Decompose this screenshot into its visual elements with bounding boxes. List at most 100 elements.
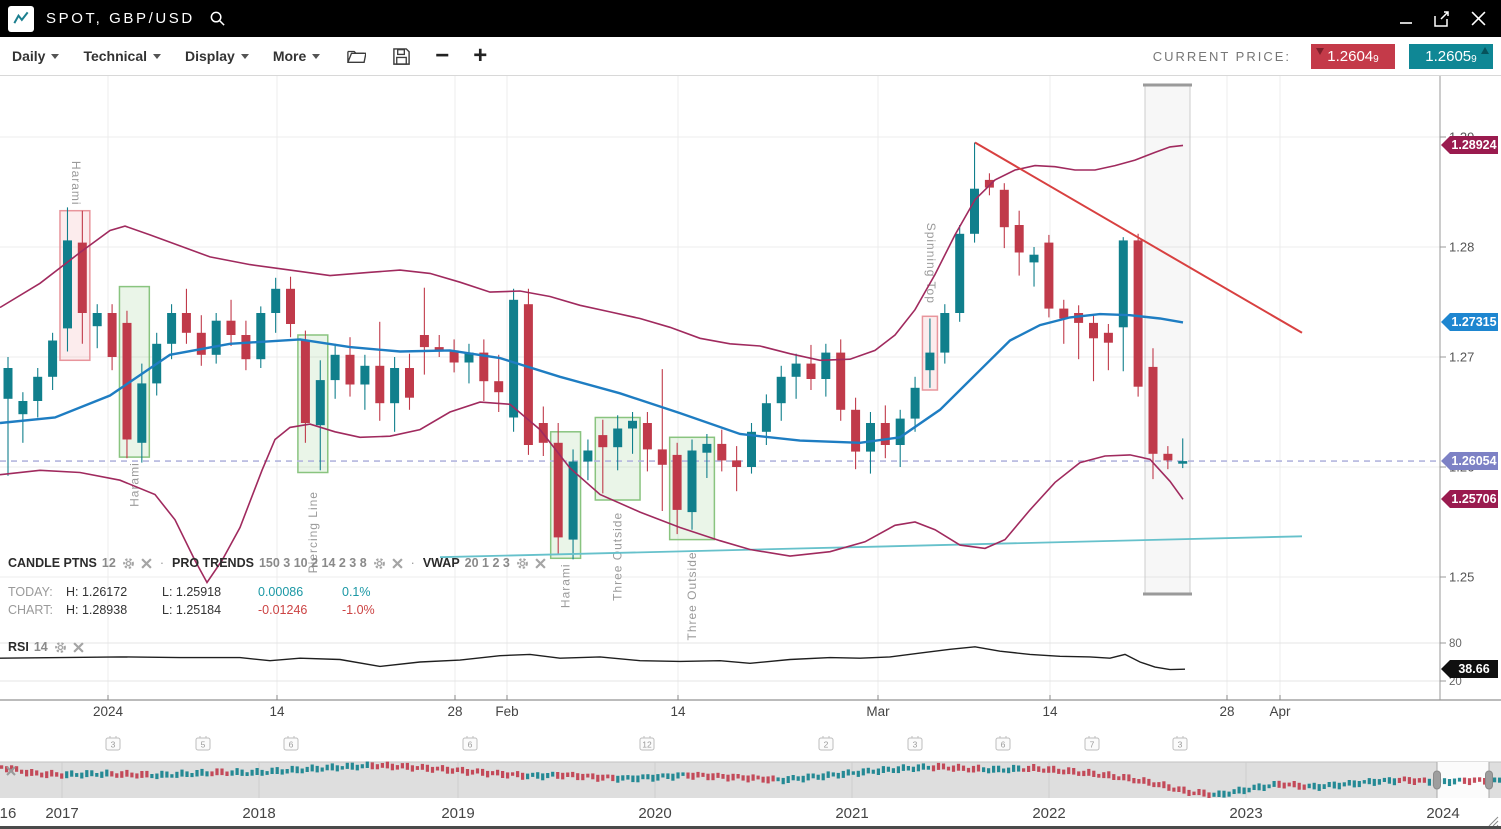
candle [568, 461, 578, 540]
calendar-event-marker[interactable]: 3 [105, 736, 121, 751]
candle [598, 435, 608, 448]
close-icon[interactable] [535, 557, 546, 569]
candle [910, 387, 920, 419]
candle [1089, 322, 1098, 339]
calendar-event-marker[interactable]: 6 [995, 736, 1011, 751]
gear-icon[interactable] [516, 557, 529, 570]
price-badge: 1.25706 [1441, 490, 1498, 508]
ask-price-pip: 9 [1471, 53, 1477, 65]
chevron-down-icon [51, 53, 60, 59]
vwap-line [439, 535, 1303, 559]
bid-price-value: 1.2604 [1327, 47, 1374, 65]
close-button[interactable] [1467, 8, 1489, 30]
open-folder-icon[interactable] [346, 47, 367, 65]
candle [1103, 332, 1113, 343]
more-menu[interactable]: More [273, 48, 321, 64]
candle [1118, 240, 1128, 328]
timeframe-menu-label: Daily [12, 48, 46, 64]
chart-label: CHART: [8, 603, 53, 617]
rsi-legend: RSI 14 [8, 640, 84, 654]
navigator-handle[interactable] [1433, 762, 1441, 798]
bid-price-pip: 9 [1373, 53, 1379, 65]
close-icon[interactable] [73, 641, 84, 653]
navigator-close-icon[interactable] [6, 766, 16, 776]
pattern-label: Harami [69, 161, 83, 206]
search-icon[interactable] [209, 10, 226, 27]
chart-stats-row: CHART: H: 1.28938 L: 1.25184 -0.01246 -1… [8, 603, 392, 617]
candle [657, 449, 667, 465]
calendar-event-marker[interactable]: 3 [1172, 736, 1188, 751]
today-low: L: 1.25918 [162, 585, 222, 599]
save-icon[interactable] [392, 47, 411, 66]
navigator-year-label: 2018 [242, 805, 275, 822]
calendar-event-marker[interactable]: 12 [639, 736, 655, 751]
svg-text:6: 6 [468, 740, 473, 750]
candle [77, 242, 87, 313]
svg-text:3: 3 [1178, 740, 1183, 750]
candle [18, 401, 28, 415]
close-icon[interactable] [391, 557, 403, 569]
candle [241, 335, 251, 360]
candle [717, 443, 727, 461]
price-badge: 1.28924 [1441, 136, 1498, 154]
calendar-event-marker[interactable]: 6 [462, 736, 478, 751]
candle [1178, 461, 1188, 464]
popout-button[interactable] [1431, 8, 1453, 30]
technical-menu-label: Technical [83, 48, 148, 64]
candle [940, 313, 950, 353]
gear-icon[interactable] [122, 557, 135, 570]
calendar-event-marker[interactable]: 2 [818, 736, 834, 751]
minimize-button[interactable] [1395, 8, 1417, 30]
display-menu[interactable]: Display [185, 48, 249, 64]
candle [3, 368, 13, 399]
candle [494, 381, 504, 393]
timeframe-menu[interactable]: Daily [12, 48, 60, 64]
close-icon[interactable] [141, 557, 152, 569]
candle [732, 460, 742, 467]
candle [642, 423, 652, 450]
navigator-year-label: 16 [0, 805, 16, 822]
candle [449, 350, 459, 363]
candle [1029, 254, 1039, 263]
bid-price-badge: 1.2604 9 [1311, 43, 1395, 69]
zoom-in-button[interactable]: + [473, 42, 488, 69]
candle [92, 313, 102, 327]
x-axis-label: Mar [866, 704, 890, 719]
bollinger-upper-line [0, 144, 1184, 362]
candle [48, 340, 58, 377]
resize-grip-icon[interactable] [1488, 816, 1499, 826]
technical-menu[interactable]: Technical [83, 48, 162, 64]
x-axis-label: 14 [269, 704, 285, 719]
navigator-track[interactable] [0, 762, 1501, 798]
calendar-event-marker[interactable]: 5 [195, 736, 211, 751]
legend-separator: · [410, 556, 415, 570]
candle [375, 365, 385, 404]
window-controls [1395, 8, 1489, 30]
price-tick-label: 1.25 [1449, 570, 1474, 585]
navigator-year-label: 2023 [1229, 805, 1262, 822]
today-change-pct: 0.1% [342, 585, 371, 599]
candle [211, 320, 221, 355]
candle [479, 352, 489, 382]
today-change: 0.00086 [258, 585, 304, 599]
candle [687, 450, 697, 513]
candle [167, 313, 177, 344]
candle [836, 352, 846, 410]
candle [523, 304, 533, 445]
today-stats-row: TODAY: H: 1.26172 L: 1.25918 0.00086 0.1… [8, 585, 392, 599]
gear-icon[interactable] [54, 641, 67, 654]
candle [895, 418, 905, 445]
candle [196, 332, 206, 355]
gear-icon[interactable] [373, 557, 386, 570]
zoom-out-button[interactable]: − [435, 42, 450, 69]
candle [434, 347, 444, 351]
calendar-event-marker[interactable]: 7 [1084, 736, 1100, 751]
svg-text:6: 6 [1001, 740, 1006, 750]
calendar-event-marker[interactable]: 3 [907, 736, 923, 751]
calendar-event-marker[interactable]: 6 [283, 736, 299, 751]
rsi-line [0, 646, 1186, 671]
candle [553, 442, 563, 538]
candles [3, 142, 1188, 560]
pattern-label: Harami [127, 462, 141, 507]
navigator-handle[interactable] [1485, 762, 1493, 798]
